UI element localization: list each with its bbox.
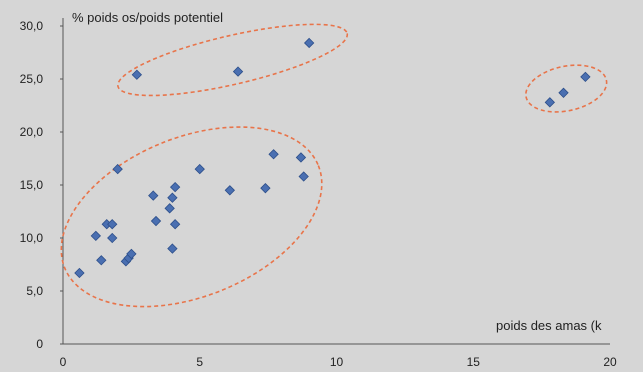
x-axis-label: poids des amas (k bbox=[496, 318, 602, 333]
cluster-ellipse bbox=[117, 23, 349, 97]
data-point bbox=[169, 181, 181, 193]
data-point bbox=[194, 163, 205, 175]
data-point bbox=[126, 248, 137, 260]
data-point bbox=[164, 203, 175, 214]
cluster-ellipse bbox=[60, 126, 323, 308]
y-tick-label: 25,0 bbox=[20, 72, 44, 86]
y-tick-label: 0 bbox=[36, 337, 43, 351]
data-point bbox=[167, 192, 178, 203]
data-point bbox=[90, 230, 101, 242]
y-tick-label: 20,0 bbox=[20, 125, 44, 139]
data-point bbox=[131, 69, 143, 80]
data-point bbox=[268, 149, 279, 160]
data-point bbox=[112, 163, 123, 175]
data-point bbox=[107, 232, 118, 244]
data-point bbox=[544, 97, 555, 108]
data-point bbox=[107, 219, 118, 230]
data-point bbox=[224, 185, 236, 196]
x-tick-label: 5 bbox=[196, 355, 203, 369]
data-point bbox=[148, 190, 159, 201]
x-tick-label: 0 bbox=[60, 355, 67, 369]
data-point bbox=[96, 255, 107, 266]
data-point bbox=[74, 267, 85, 279]
data-point bbox=[580, 71, 591, 83]
data-point bbox=[298, 171, 309, 182]
y-axis-label: % poids os/poids potentiel bbox=[72, 10, 223, 25]
x-tick-label: 10 bbox=[330, 355, 344, 369]
y-tick-label: 30,0 bbox=[20, 19, 44, 33]
data-point bbox=[260, 183, 271, 194]
x-tick-label: 20 bbox=[603, 355, 617, 369]
data-point bbox=[169, 219, 181, 230]
data-points bbox=[74, 37, 591, 279]
y-tick-label: 5,0 bbox=[26, 284, 43, 298]
data-point bbox=[295, 152, 307, 163]
data-point bbox=[558, 87, 569, 98]
cluster-ellipses bbox=[60, 23, 608, 308]
data-point bbox=[167, 243, 178, 254]
data-point bbox=[150, 215, 162, 227]
x-tick-label: 15 bbox=[467, 355, 481, 369]
y-tick-label: 10,0 bbox=[20, 231, 44, 245]
y-tick-label: 15,0 bbox=[20, 178, 44, 192]
data-point bbox=[303, 37, 315, 49]
x-tick-labels: 0 5 10 15 20 bbox=[60, 355, 617, 369]
data-point bbox=[232, 66, 244, 77]
cluster-ellipse bbox=[525, 64, 608, 113]
y-tick-labels: 0 5,0 10,0 15,0 20,0 25,0 30,0 bbox=[20, 19, 63, 351]
